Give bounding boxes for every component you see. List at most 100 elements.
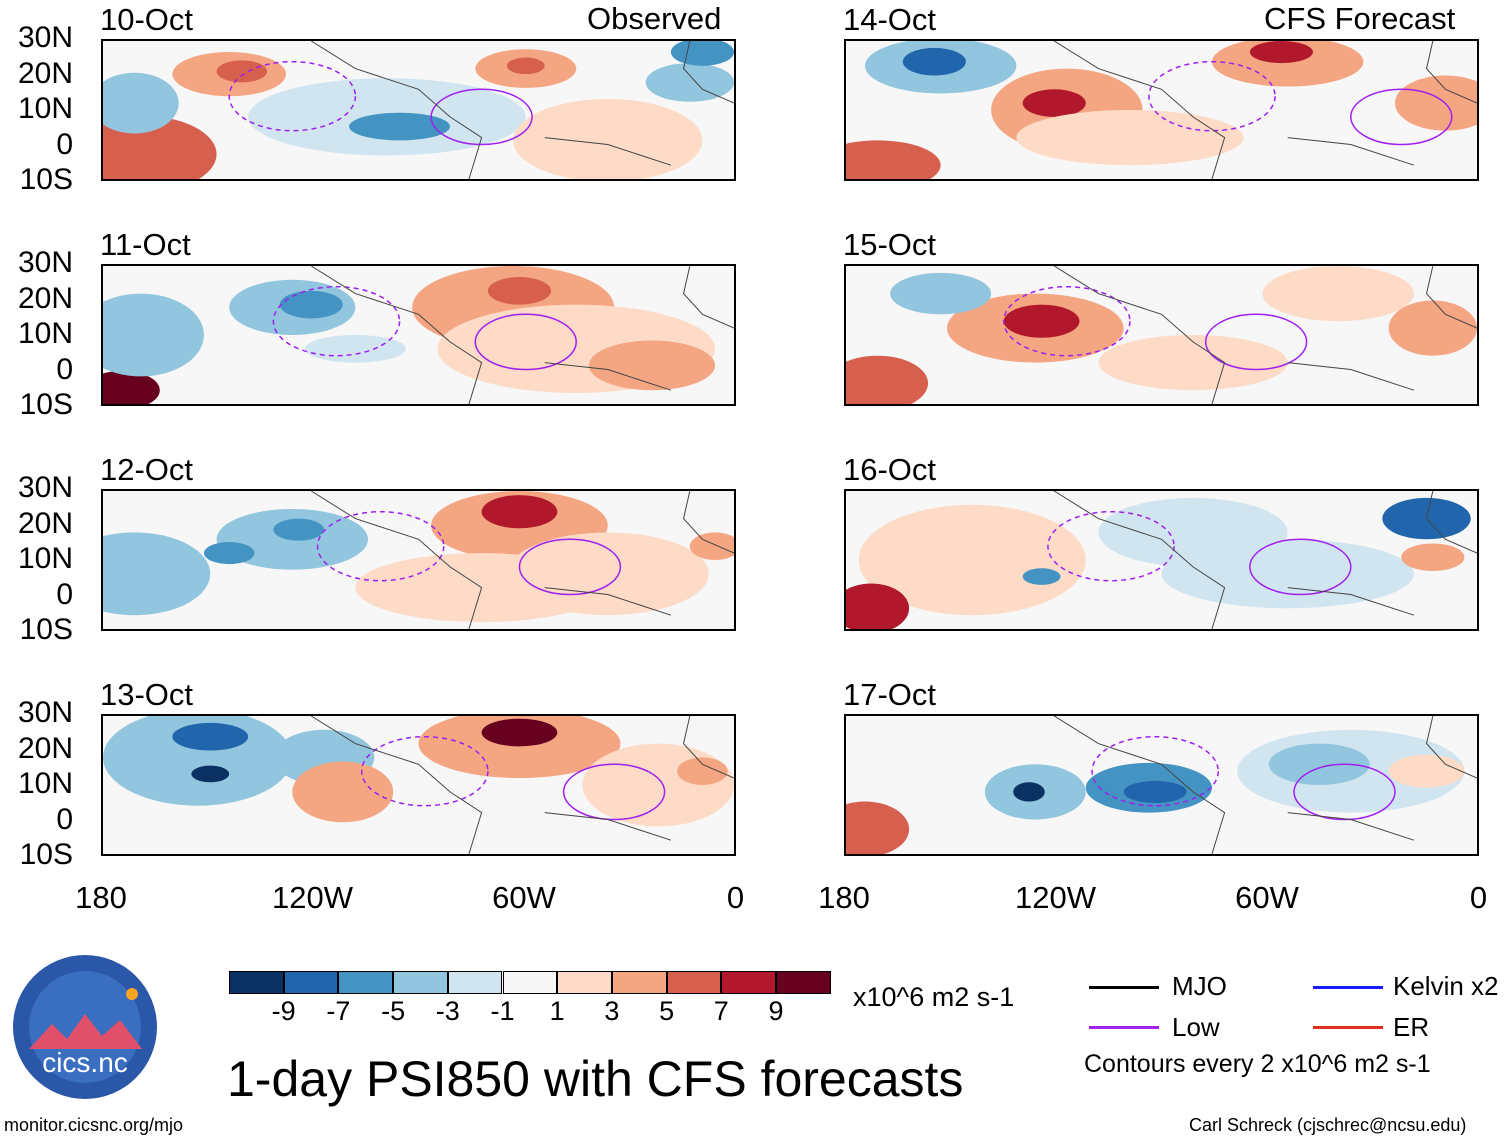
legend-label-kelvin: Kelvin x2 <box>1393 971 1499 1001</box>
y-tick-label: 20N <box>17 56 73 90</box>
y-tick-label: 10N <box>17 317 73 350</box>
y-tick-label: 10S <box>19 388 73 421</box>
colorbar-swatch <box>721 971 776 994</box>
anomaly-blob <box>1268 743 1370 785</box>
y-tick-label: 10N <box>17 92 73 125</box>
figure-title: 1-day PSI850 with CFS forecasts <box>227 1051 964 1107</box>
map-panel-15-Oct <box>844 264 1479 406</box>
anomaly-blob <box>103 293 204 377</box>
y-tick-label: 10N <box>17 542 73 575</box>
anomaly-blob <box>1098 335 1288 391</box>
anomaly-blob <box>890 272 992 315</box>
panel-date: 11-Oct <box>100 227 191 262</box>
anomaly-blob <box>1388 754 1465 788</box>
anomaly-blob <box>103 370 160 404</box>
x-tick-label: 120W <box>272 880 353 915</box>
cics-logo: cics.nc <box>12 954 158 1100</box>
anomaly-blob <box>1016 110 1244 166</box>
y-tick-label: 0 <box>56 127 73 161</box>
y-tick-label: 20N <box>17 731 73 765</box>
anomaly-blob <box>279 290 343 319</box>
panel-date: 16-Oct <box>843 452 937 487</box>
low-contour <box>519 539 620 594</box>
x-tick-label: 60W <box>492 880 556 915</box>
y-tick-label: 30N <box>17 696 73 729</box>
colorbar-swatch <box>776 971 831 994</box>
low-contour <box>362 737 488 806</box>
anomaly-blob <box>487 277 552 305</box>
colorbar-swatch <box>447 971 503 994</box>
coastline <box>311 266 734 404</box>
anomaly-blob <box>1013 782 1045 802</box>
colorbar-label: -5 <box>381 996 406 1026</box>
anomaly-blob <box>846 801 910 854</box>
low-contour <box>1004 287 1130 356</box>
anomaly-blob <box>645 63 734 102</box>
colorbar-swatch <box>557 971 612 994</box>
colorbar-label: 1 <box>549 996 565 1026</box>
coastline <box>1054 491 1477 629</box>
colorbar-label: -1 <box>490 996 515 1026</box>
colorbar-label: 9 <box>768 996 784 1026</box>
anomaly-blob <box>677 757 728 785</box>
y-tick-label: 0 <box>56 802 73 836</box>
anomaly-blob <box>1098 497 1288 567</box>
anomaly-blob <box>103 532 211 616</box>
coastline <box>311 491 734 629</box>
anomaly-blob <box>858 504 1086 616</box>
anomaly-blob <box>670 41 734 66</box>
coastline <box>1054 266 1477 404</box>
y-tick-label: 10S <box>19 838 73 871</box>
colorbar-swatch <box>502 971 558 994</box>
x-tick-label: 0 <box>1469 880 1488 915</box>
anomaly-blob <box>292 761 394 823</box>
contour-note: Contours every 2 x10^6 m2 s-1 <box>1084 1050 1431 1078</box>
anomaly-blob <box>1401 543 1465 572</box>
y-tick-label: 10N <box>17 767 73 800</box>
panel-date: 14-Oct <box>843 2 937 37</box>
y-tick-label: 10S <box>19 613 73 646</box>
author-label: Carl Schreck (cjschrec@ncsu.edu) <box>1189 1115 1467 1135</box>
anomaly-blob <box>216 60 268 83</box>
x-tick-label: 0 <box>726 880 745 915</box>
anomaly-blob <box>1123 780 1187 803</box>
anomaly-blob <box>203 542 255 565</box>
colorbar-swatch <box>338 971 394 994</box>
low-contour <box>475 314 576 369</box>
colorbar-label: 5 <box>659 996 675 1026</box>
map-panel-11-Oct <box>101 264 736 406</box>
low-contour <box>431 89 532 144</box>
y-tick-label: 0 <box>56 577 73 611</box>
anomaly-blob <box>1003 304 1080 338</box>
colorbar-swatch <box>666 971 722 994</box>
low-contour <box>1250 539 1351 594</box>
anomaly-blob <box>273 518 324 541</box>
y-tick-label: 30N <box>17 246 73 279</box>
anomaly-blob <box>902 47 966 76</box>
map-panel-10-Oct <box>101 39 736 181</box>
colorbar-unit: x10^6 m2 s-1 <box>853 982 1015 1012</box>
map-panel-14-Oct <box>844 39 1479 181</box>
colorbar-swatch <box>393 971 448 994</box>
panel-date: 17-Oct <box>843 677 937 712</box>
colorbar-label: 7 <box>713 996 729 1026</box>
legend-line-low <box>1089 1026 1159 1029</box>
legend-line-mjo <box>1089 986 1159 989</box>
anomaly-blob <box>513 98 703 179</box>
anomaly-blob <box>846 355 929 404</box>
anomaly-blob <box>689 532 734 560</box>
colorbar-swatch <box>283 971 339 994</box>
low-contour <box>564 764 665 819</box>
low-contour <box>318 512 444 581</box>
anomaly-blob <box>588 340 716 391</box>
x-tick-label: 180 <box>75 880 127 915</box>
y-tick-label: 0 <box>56 352 73 386</box>
forecast-label: CFS Forecast <box>1264 1 1456 36</box>
y-tick-label: 10S <box>19 163 73 196</box>
low-contour <box>1206 314 1307 369</box>
low-contour <box>273 287 399 356</box>
coastline <box>1054 41 1477 179</box>
x-tick-label: 180 <box>818 880 870 915</box>
x-tick-label: 60W <box>1235 880 1299 915</box>
